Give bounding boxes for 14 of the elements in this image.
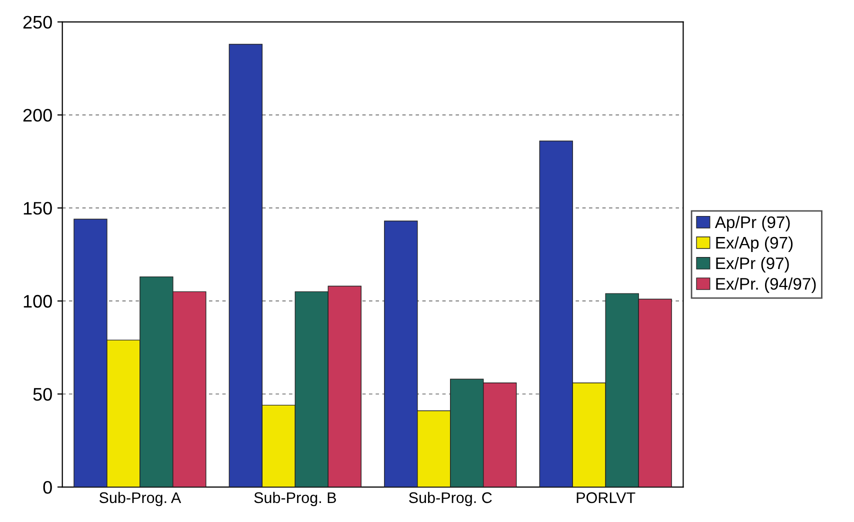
- legend-label: Ap/Pr (97): [714, 216, 790, 232]
- x-tick-label: Sub-Prog. C: [409, 492, 492, 506]
- y-tick-label: 250: [23, 16, 52, 29]
- legend-label: Ex/Ap (97): [716, 236, 793, 252]
- y-tick-label: 100: [24, 294, 52, 308]
- x-tick-label: Sub-Prog. B: [254, 492, 336, 506]
- legend-label: Ex/Pr (97): [716, 256, 789, 273]
- y-tick-label: 0: [43, 480, 52, 494]
- legend-label: Ex/Pr. (94/97): [716, 278, 816, 294]
- y-tick-label: 200: [23, 108, 52, 122]
- x-tick-label: Sub-Prog. A: [99, 492, 182, 506]
- y-tick-label: 150: [24, 202, 52, 215]
- x-tick-label: PORLVT: [576, 492, 636, 504]
- y-tick-label: 50: [33, 388, 52, 401]
